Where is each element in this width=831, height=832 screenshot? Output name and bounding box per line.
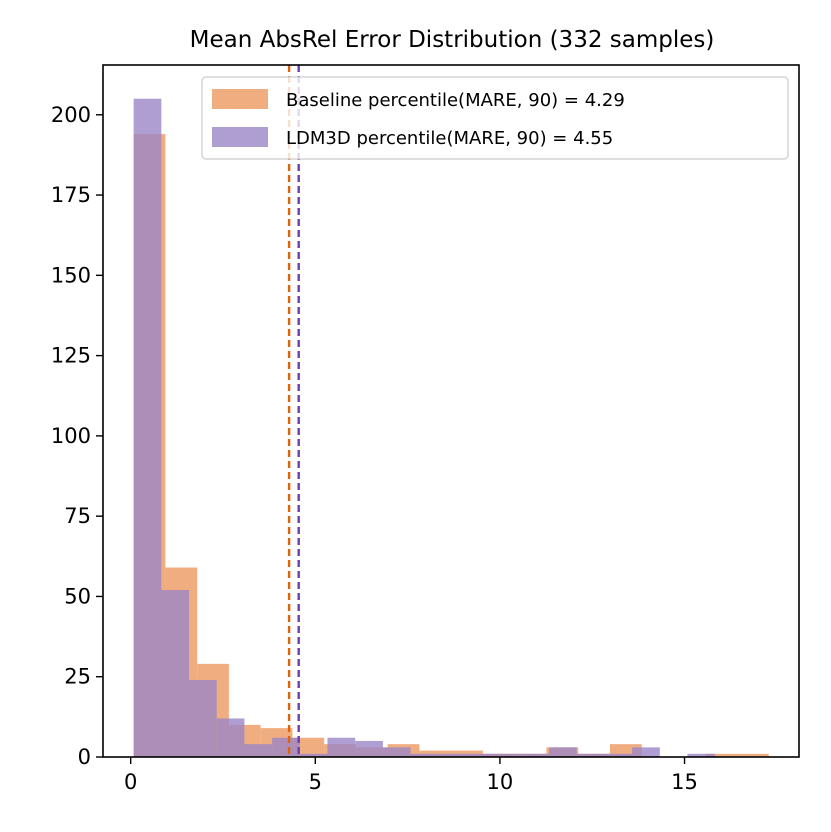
y-tick-label-150: 150 (51, 263, 91, 287)
bars-layer (133, 98, 769, 758)
bar-ldm3d-14 (521, 753, 550, 757)
bar-baseline-5 (292, 737, 325, 757)
legend-swatch-baseline (212, 89, 268, 109)
bar-ldm3d-7 (327, 737, 356, 757)
y-tick-label-100: 100 (51, 424, 91, 448)
legend-box (201, 76, 789, 160)
bar-ldm3d-20 (687, 753, 716, 757)
bar-ldm3d-10 (410, 753, 439, 757)
bar-ldm3d-3 (216, 718, 245, 757)
bar-ldm3d-5 (272, 737, 300, 757)
bar-ldm3d-4 (244, 744, 273, 757)
bar-baseline-9 (419, 750, 452, 757)
legend: Baseline percentile(MARE, 90) = 4.29 LDM… (201, 76, 789, 160)
x-tick-label-0: 0 (124, 770, 137, 794)
y-tick-label-175: 175 (51, 183, 91, 207)
x-tick-label-10: 10 (487, 770, 514, 794)
bar-ldm3d-0 (133, 98, 162, 758)
y-tick-label-125: 125 (51, 344, 91, 368)
plot-frame (102, 64, 800, 758)
bar-ldm3d-13 (493, 753, 522, 757)
y-tick-label-25: 25 (64, 665, 91, 689)
percentile-lines (287, 65, 300, 757)
bar-baseline-18 (705, 753, 737, 757)
bar-ldm3d-16 (576, 753, 605, 757)
bar-ldm3d-12 (465, 753, 494, 757)
x-tick-label-15: 15 (671, 770, 698, 794)
bar-ldm3d-1 (161, 590, 190, 757)
bar-ldm3d-2 (189, 679, 217, 757)
y-tick-label-50: 50 (64, 584, 91, 608)
bar-ldm3d-18 (632, 747, 660, 757)
legend-label-ldm3d: LDM3D percentile(MARE, 90) = 4.55 (286, 128, 613, 149)
bar-ldm3d-9 (382, 747, 411, 757)
y-tick-label-200: 200 (51, 103, 91, 127)
bar-ldm3d-6 (299, 753, 328, 757)
legend-label-baseline: Baseline percentile(MARE, 90) = 4.29 (286, 90, 625, 111)
bar-baseline-19 (736, 753, 769, 757)
bar-ldm3d-8 (355, 740, 383, 757)
y-tick-label-0: 0 (78, 745, 91, 769)
chart-title: Mean AbsRel Error Distribution (332 samp… (190, 27, 715, 53)
y-tick-label-75: 75 (64, 504, 91, 528)
bar-ldm3d-17 (604, 753, 633, 757)
legend-swatch-ldm3d (212, 127, 268, 147)
bar-baseline-10 (451, 750, 483, 757)
bar-ldm3d-15 (549, 747, 577, 757)
x-tick-label-5: 5 (309, 770, 322, 794)
bar-ldm3d-11 (438, 753, 466, 757)
